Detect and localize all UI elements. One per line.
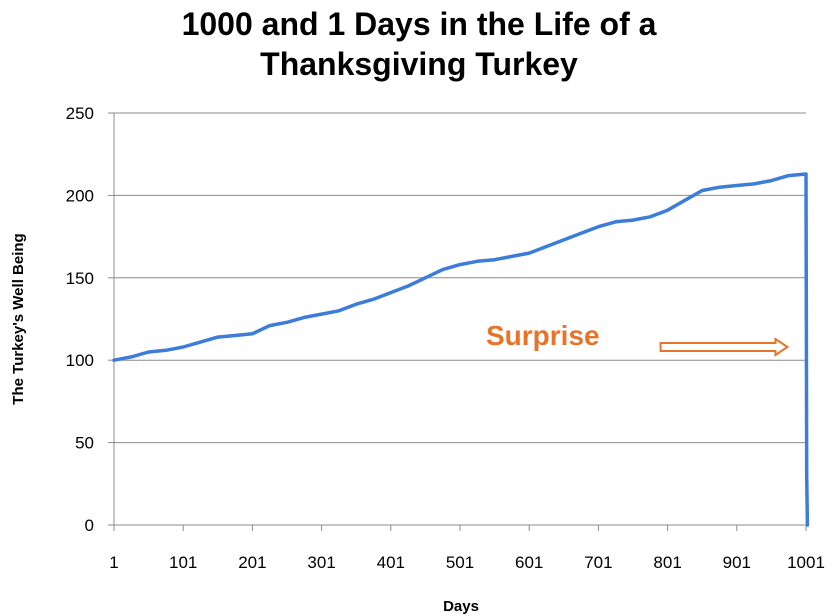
x-tick-label: 901 (723, 553, 751, 572)
chart-title: 1000 and 1 Days in the Life of a Thanksg… (0, 4, 838, 84)
series-layer (112, 172, 810, 527)
x-axis-label: Days (443, 598, 479, 615)
chart-title-line-1: 1000 and 1 Days in the Life of a (181, 6, 657, 42)
y-axis-label: The Turkey's Well Being (10, 233, 27, 404)
x-tick-label: 501 (446, 553, 474, 572)
axes: 0 50 100 150 200 250 1 101 201 301 401 501 601 701 801… (66, 104, 825, 572)
x-tick-label: 601 (515, 553, 543, 572)
y-tick-label: 100 (66, 351, 94, 370)
x-tick-label: 701 (584, 553, 612, 572)
x-tick-label: 401 (377, 553, 405, 572)
x-tick-label: 301 (307, 553, 335, 572)
y-tick-label: 0 (85, 516, 94, 535)
y-tick-label: 250 (66, 104, 94, 123)
x-tick-label: 201 (238, 553, 266, 572)
annotation-arrow (659, 337, 790, 357)
x-tick-label: 1 (109, 553, 118, 572)
gridlines (114, 112, 806, 444)
y-tick-label: 200 (66, 186, 94, 205)
y-tick-label: 50 (75, 434, 94, 453)
x-tick-label: 1001 (787, 553, 825, 572)
x-tick-label: 801 (653, 553, 681, 572)
x-tick-label: 101 (169, 553, 197, 572)
chart-title-line-2: Thanksgiving Turkey (260, 46, 578, 82)
annotation-layer: Surprise (486, 320, 790, 357)
series-line-0 (112, 172, 810, 527)
y-tick-label: 150 (66, 269, 94, 288)
annotation-surprise: Surprise (486, 320, 600, 351)
